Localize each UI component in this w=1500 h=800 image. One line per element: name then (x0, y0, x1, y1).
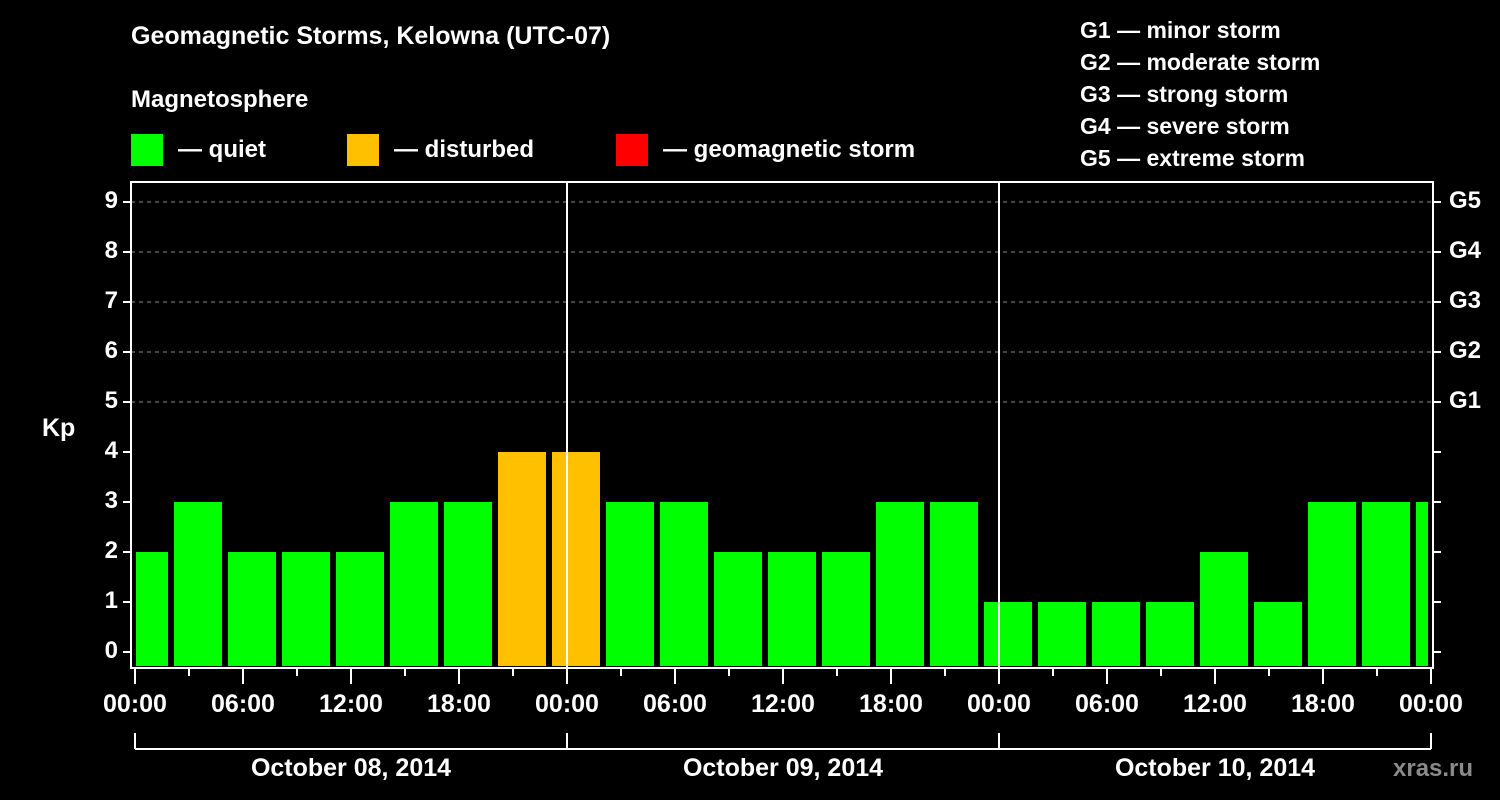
x-tick-label: 06:00 (211, 690, 275, 718)
g-tick-label: G2 (1449, 337, 1482, 364)
x-tick-label: 00:00 (103, 690, 167, 718)
kp-bar (876, 502, 924, 666)
kp-bar (1362, 502, 1410, 666)
g-tick-label: G1 (1449, 387, 1482, 414)
x-tick-label: 06:00 (643, 690, 707, 718)
chart-title: Geomagnetic Storms, Kelowna (UTC-07) (131, 22, 611, 50)
y-tick-label: 6 (104, 337, 118, 364)
kp-bar (930, 502, 978, 666)
kp-bar (228, 552, 276, 666)
legend-quiet: — quiet (131, 134, 266, 166)
y-tick-label: 4 (104, 437, 118, 464)
x-tick-label: 18:00 (427, 690, 491, 718)
x-tick-label: 12:00 (1183, 690, 1247, 718)
kp-bar (606, 502, 654, 666)
y-tick-label: 7 (104, 287, 118, 314)
kp-bar (984, 602, 1032, 666)
y-tick-label: 0 (104, 637, 118, 664)
kp-bar (498, 452, 546, 666)
y-tick-label: 8 (104, 237, 118, 264)
kp-bar (1200, 552, 1248, 666)
kp-bar (714, 552, 762, 666)
quiet-swatch-icon (131, 134, 163, 166)
y-tick-label: 2 (104, 537, 118, 564)
g-tick-label: G3 (1449, 287, 1482, 314)
y-tick-label: 3 (104, 487, 118, 514)
date-label: October 08, 2014 (250, 754, 452, 782)
chart-subtitle: Magnetosphere (131, 86, 309, 113)
storm-swatch-icon (616, 134, 648, 166)
legend-quiet-label: — quiet (178, 136, 266, 163)
kp-bar (1146, 602, 1194, 666)
legend-storm: — geomagnetic storm (616, 134, 915, 166)
y-tick-label: 1 (104, 587, 118, 614)
g-tick-label: G4 (1449, 237, 1482, 264)
y-tick-label: 9 (104, 187, 118, 214)
kp-bar (390, 502, 438, 666)
legend-disturbed: — disturbed (347, 134, 534, 166)
x-tick-label: 00:00 (535, 690, 599, 718)
kp-bar (1308, 502, 1356, 666)
kp-bar (660, 502, 708, 666)
kp-bar (444, 502, 492, 666)
date-label: October 09, 2014 (682, 754, 884, 782)
g-tick-label: G5 (1449, 187, 1482, 214)
disturbed-swatch-icon (347, 134, 379, 166)
kp-bar (552, 452, 600, 666)
legend-storm-label: — geomagnetic storm (663, 136, 916, 163)
watermark: xras.ru (1393, 755, 1474, 782)
kp-bar (336, 552, 384, 666)
g-scale-legend: G1 — minor storm G2 — moderate storm G3 … (1080, 14, 1320, 174)
x-tick-label: 00:00 (1399, 690, 1463, 718)
kp-bar (136, 552, 168, 666)
x-tick-label: 12:00 (319, 690, 383, 718)
x-tick-label: 18:00 (859, 690, 923, 718)
g-scale-item: G2 — moderate storm (1080, 49, 1321, 75)
g-scale-item: G3 — strong storm (1080, 81, 1289, 107)
y-axis-label: Kp (42, 414, 76, 442)
kp-bar (1092, 602, 1140, 666)
x-tick-label: 12:00 (751, 690, 815, 718)
x-tick-label: 18:00 (1291, 690, 1355, 718)
kp-bar (768, 552, 816, 666)
kp-bar (822, 552, 870, 666)
legend-disturbed-label: — disturbed (394, 136, 535, 163)
g-scale-item: G4 — severe storm (1080, 113, 1290, 139)
g-scale-item: G5 — extreme storm (1080, 145, 1305, 171)
x-tick-label: 00:00 (967, 690, 1031, 718)
date-label: October 10, 2014 (1114, 754, 1316, 782)
kp-bar (282, 552, 330, 666)
x-tick-label: 06:00 (1075, 690, 1139, 718)
kp-bar (1038, 602, 1086, 666)
kp-bar (1254, 602, 1302, 666)
g-scale-item: G1 — minor storm (1080, 17, 1281, 43)
kp-bar (1416, 502, 1428, 666)
y-tick-label: 5 (104, 387, 118, 414)
kp-bar (174, 502, 222, 666)
